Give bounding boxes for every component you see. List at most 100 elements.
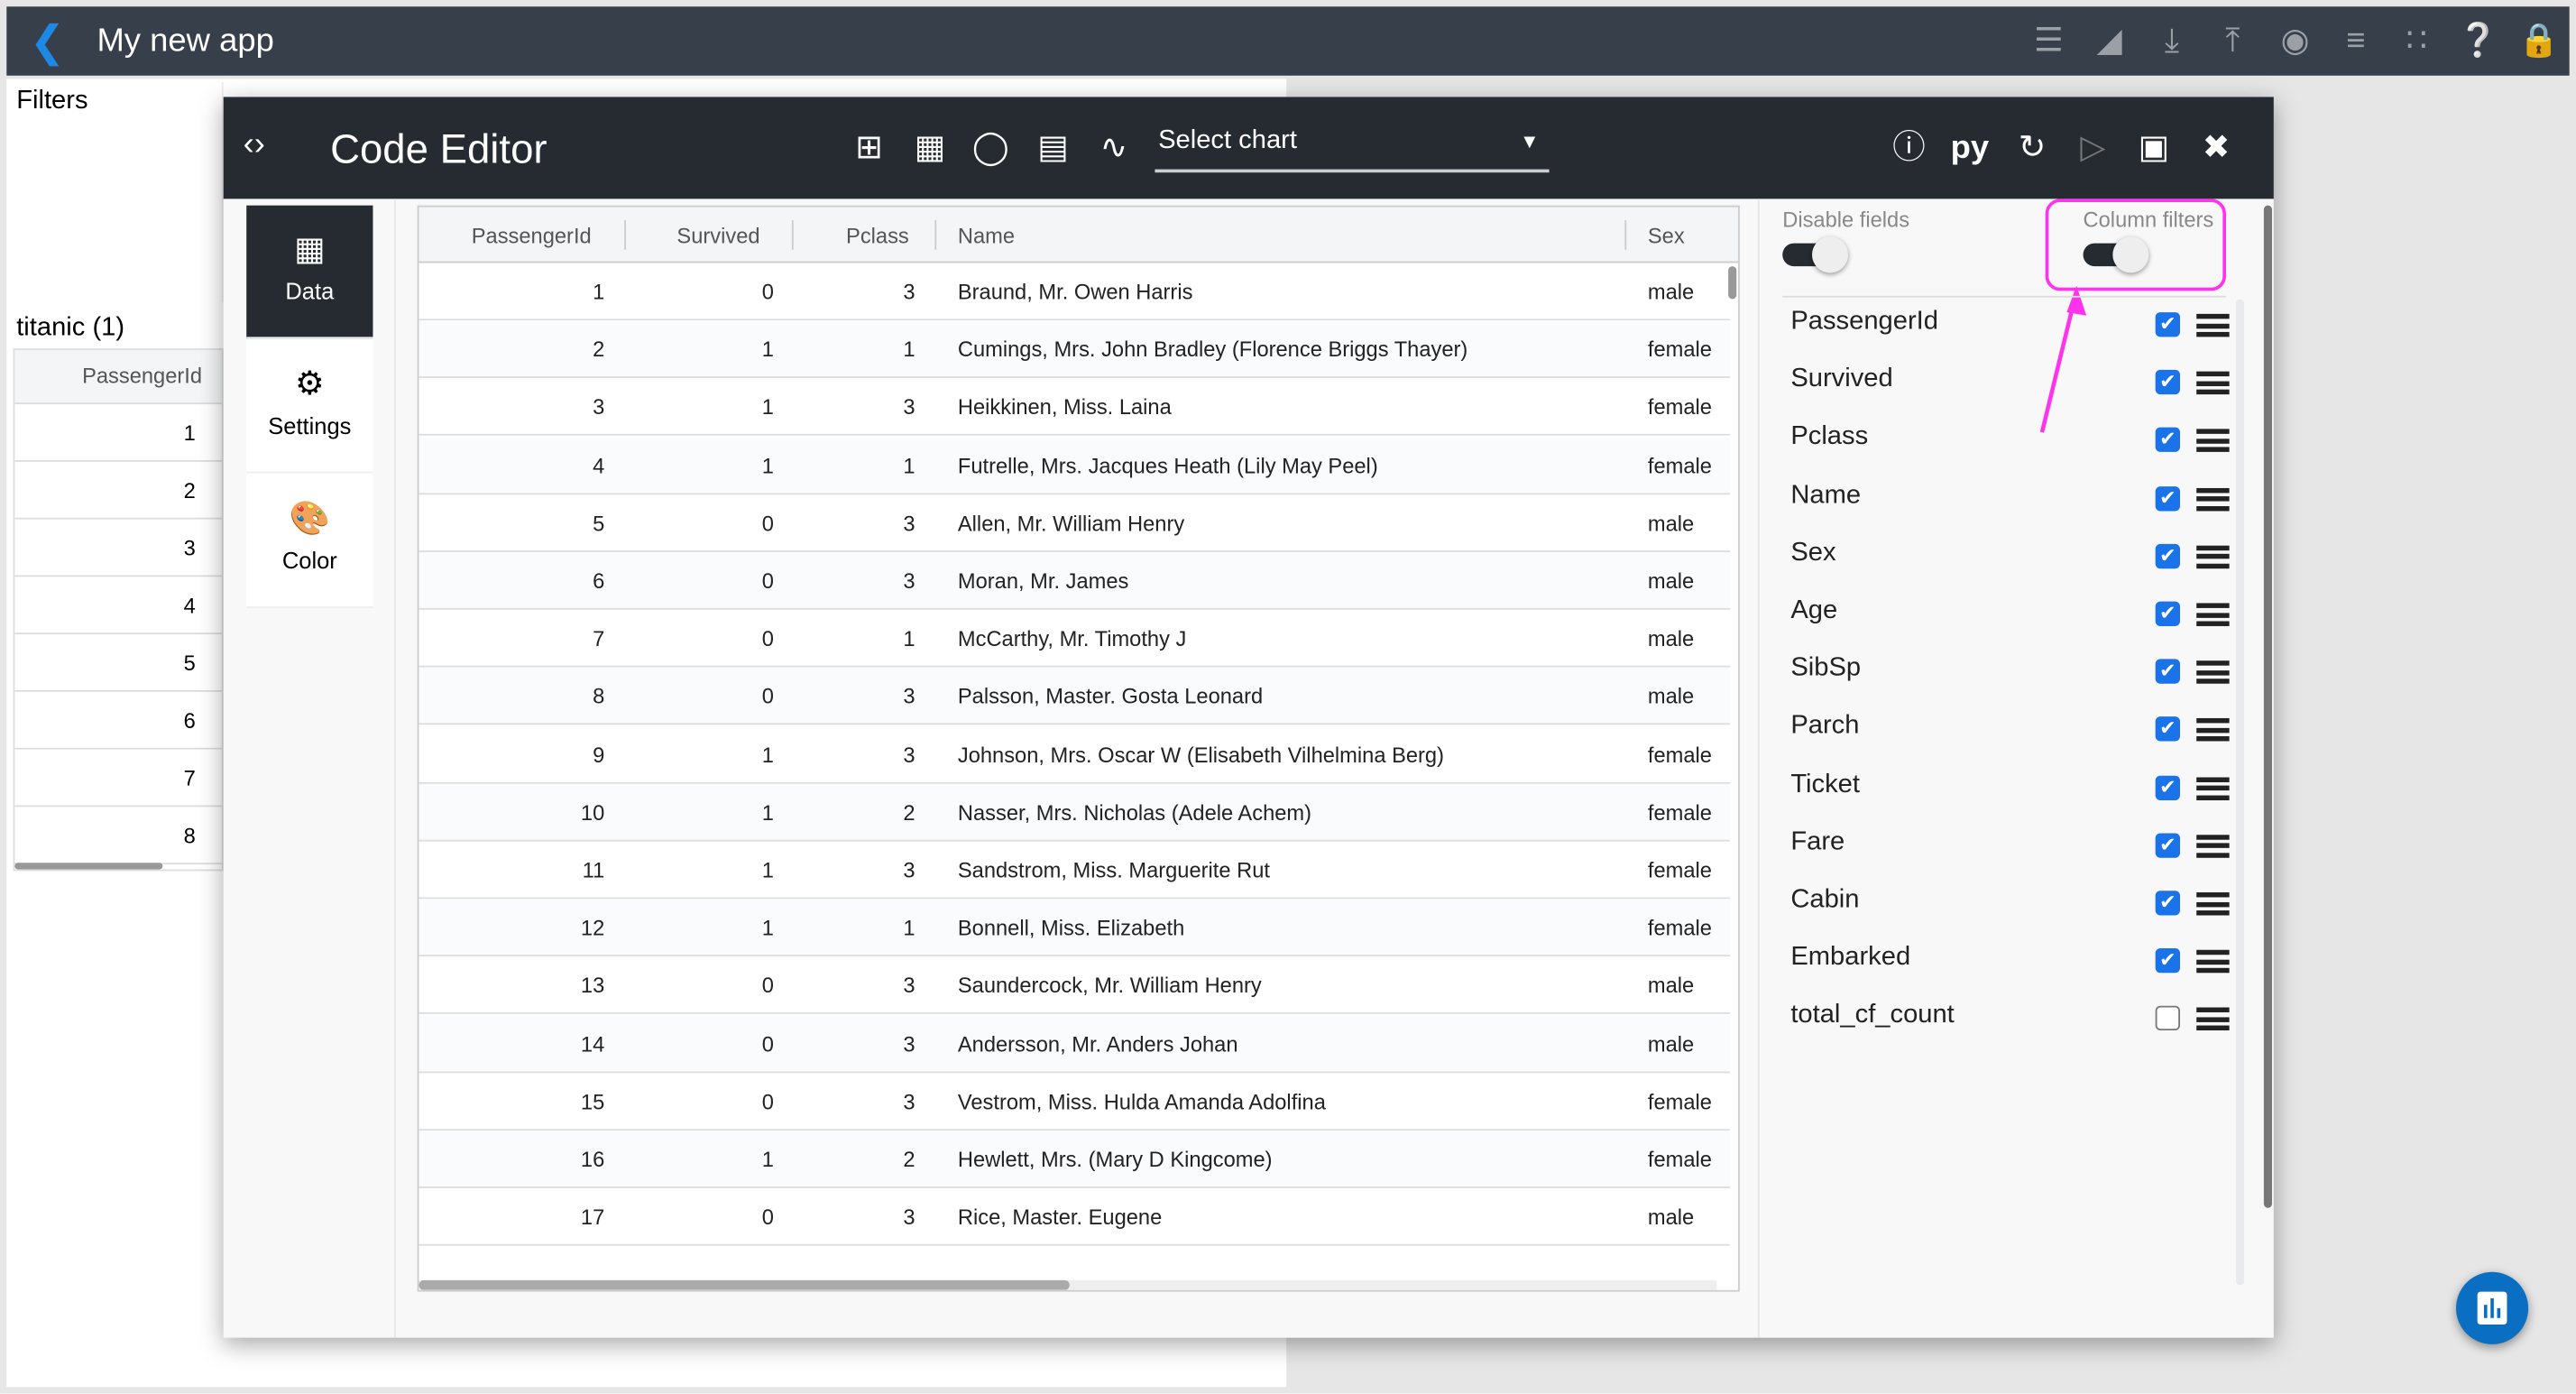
table-cell-passengerid: 4 (593, 452, 605, 478)
align-left-icon[interactable]: ≡ (2346, 23, 2366, 60)
nav-label: Color (281, 547, 337, 574)
field-checkbox[interactable]: ✔ (2155, 428, 2180, 453)
field-checkbox[interactable]: ✔ (2155, 543, 2180, 568)
chevron-left-icon[interactable]: ❮ (29, 16, 66, 66)
grid-icon[interactable]: ∷ (2406, 23, 2427, 60)
nav-data[interactable]: ▦ Data (246, 205, 373, 339)
table-row[interactable]: 7 0 1 McCarthy, Mr. Timothy J male (419, 610, 1730, 668)
vertical-scrollbar[interactable] (2263, 205, 2272, 1208)
column-filters-toggle[interactable] (2083, 236, 2149, 273)
drag-handle-icon[interactable] (2196, 429, 2230, 453)
python-icon[interactable]: py (1950, 129, 1990, 166)
field-name: Fare (1790, 827, 1845, 856)
field-checkbox[interactable]: ✔ (2155, 716, 2180, 743)
lock-icon[interactable]: 🔒 (2518, 23, 2560, 60)
drag-handle-icon[interactable] (2196, 313, 2230, 337)
divider (1757, 198, 1760, 1338)
scrollbar[interactable] (14, 863, 163, 870)
table-row[interactable]: 5 0 3 Allen, Mr. William Henry male (419, 494, 1730, 552)
select-chart-dropdown[interactable]: Select chart ▼ (1155, 120, 1550, 173)
drag-handle-icon[interactable] (2196, 660, 2230, 685)
upload-icon[interactable]: ⤒ (2225, 23, 2240, 60)
drag-handle-icon[interactable] (2196, 545, 2230, 568)
field-name: PassengerId (1790, 307, 1938, 336)
field-checkbox[interactable]: ✔ (2155, 833, 2180, 858)
table-row[interactable]: 14 0 3 Andersson, Mr. Anders Johan male (419, 1014, 1730, 1073)
field-name: Cabin (1790, 885, 1860, 914)
field-checkbox[interactable]: ✔ (2155, 370, 2180, 395)
info-icon[interactable]: ⓘ (1892, 129, 1926, 166)
column-header-name[interactable]: Name (957, 223, 1016, 249)
field-checkbox[interactable] (2155, 1006, 2180, 1031)
table-row[interactable]: 6 0 3 Moran, Mr. James male (419, 551, 1730, 610)
line-chart-icon[interactable]: ∿ (1099, 129, 1128, 166)
table-cell-passengerid: 10 (580, 799, 605, 825)
drag-handle-icon[interactable] (2196, 718, 2230, 743)
columns-icon[interactable]: ▤ (1037, 129, 1069, 166)
chart-fab-button[interactable] (2455, 1271, 2529, 1344)
field-checkbox[interactable]: ✔ (2155, 601, 2180, 626)
drag-handle-icon[interactable] (2196, 776, 2230, 800)
horizontal-scrollbar[interactable] (419, 1279, 1070, 1290)
table-icon[interactable]: ⊞ (855, 129, 883, 166)
chart-settings-icon[interactable]: ◢ (2096, 23, 2122, 60)
field-checkbox[interactable]: ✔ (2155, 659, 2180, 685)
sync-icon[interactable]: ↻ (2018, 129, 2047, 166)
table-row[interactable]: 17 0 3 Rice, Master. Eugene male (419, 1188, 1730, 1246)
help-icon[interactable]: ❔ (2457, 23, 2499, 60)
field-checkbox[interactable]: ✔ (2155, 891, 2180, 916)
drag-handle-icon[interactable] (2196, 1008, 2230, 1031)
table-row[interactable]: 3 1 3 Heikkinen, Miss. Laina female (419, 379, 1730, 437)
filter-icon[interactable]: ☰ (2033, 23, 2064, 60)
table-row[interactable]: 16 1 2 Hewlett, Mrs. (Mary D Kingcome) femal… (419, 1131, 1730, 1188)
table-row[interactable]: 12 1 1 Bonnell, Miss. Elizabeth female (419, 899, 1730, 957)
table-cell-name: Vestrom, Miss. Hulda Amanda Adolfina (957, 1089, 1326, 1114)
table-row[interactable]: 15 0 3 Vestrom, Miss. Hulda Amanda Adolfina… (419, 1073, 1730, 1131)
table-row[interactable]: 13 0 3 Saundercock, Mr. William Henry male (419, 957, 1730, 1015)
table-row[interactable]: 8 0 3 Palsson, Master. Gosta Leonard male (419, 668, 1730, 725)
donut-chart-icon[interactable]: ◯ (971, 129, 1009, 166)
table-cell-survived: 1 (761, 857, 774, 883)
disable-fields-toggle[interactable] (1782, 236, 1849, 273)
drag-handle-icon[interactable] (2196, 371, 2230, 395)
table-row[interactable]: 4 1 1 Futrelle, Mrs. Jacques Heath (Lily Ma… (419, 436, 1730, 494)
download-icon[interactable]: ⤓ (2164, 23, 2179, 60)
drag-handle-icon[interactable] (2196, 834, 2230, 858)
globe-icon[interactable]: ◉ (2280, 23, 2310, 60)
field-checkbox[interactable]: ✔ (2155, 485, 2180, 511)
save-icon[interactable]: ▣ (2138, 129, 2170, 166)
table-cell-survived: 0 (761, 684, 774, 709)
column-header-passengerid[interactable]: PassengerId (471, 223, 592, 249)
table-cell-survived: 0 (761, 1205, 774, 1230)
table-row[interactable]: 11 1 3 Sandstrom, Miss. Marguerite Rut femal… (419, 842, 1730, 900)
drag-handle-icon[interactable] (2196, 892, 2230, 916)
field-checkbox[interactable]: ✔ (2155, 948, 2180, 974)
table-cell-passengerid: 7 (593, 626, 605, 651)
field-checkbox[interactable]: ✔ (2155, 774, 2180, 800)
vertical-scrollbar[interactable] (1728, 266, 1737, 300)
table-cell-name: Rice, Master. Eugene (957, 1205, 1163, 1230)
close-icon[interactable]: ✖ (2202, 129, 2231, 166)
column-header[interactable]: PassengerId (14, 349, 222, 405)
nav-settings[interactable]: ⚙ Settings (246, 340, 373, 474)
field-checkbox[interactable]: ✔ (2155, 312, 2180, 337)
column-header-survived[interactable]: Survived (676, 223, 760, 249)
column-header-pclass[interactable]: Pclass (846, 223, 909, 249)
field-name: Ticket (1790, 770, 1860, 799)
editor-sidebar: ▦ Data ⚙ Settings 🎨 Color (246, 205, 373, 608)
table-cell-survived: 0 (761, 626, 774, 651)
column-header-sex[interactable]: Sex (1647, 223, 1685, 249)
drag-handle-icon[interactable] (2196, 950, 2230, 974)
table-row[interactable]: 10 1 2 Nasser, Mrs. Nicholas (Adele Achem) f… (419, 783, 1730, 842)
table-row[interactable]: 2 1 1 Cumings, Mrs. John Bradley (Florence … (419, 320, 1730, 379)
table-row[interactable]: 9 1 3 Johnson, Mrs. Oscar W (Elisabeth Vilh… (419, 725, 1730, 784)
play-icon[interactable]: ▷ (2080, 129, 2106, 166)
table-cell-survived: 0 (761, 1031, 774, 1057)
table-cell-passengerid: 3 (593, 394, 605, 420)
nav-color[interactable]: 🎨 Color (246, 475, 373, 608)
filters-panel: Filters (9, 82, 224, 303)
table-row[interactable]: 1 0 3 Braund, Mr. Owen Harris male (419, 263, 1730, 321)
drag-handle-icon[interactable] (2196, 603, 2230, 626)
bar-chart-icon[interactable]: ▦ (914, 129, 946, 166)
drag-handle-icon[interactable] (2196, 487, 2230, 511)
